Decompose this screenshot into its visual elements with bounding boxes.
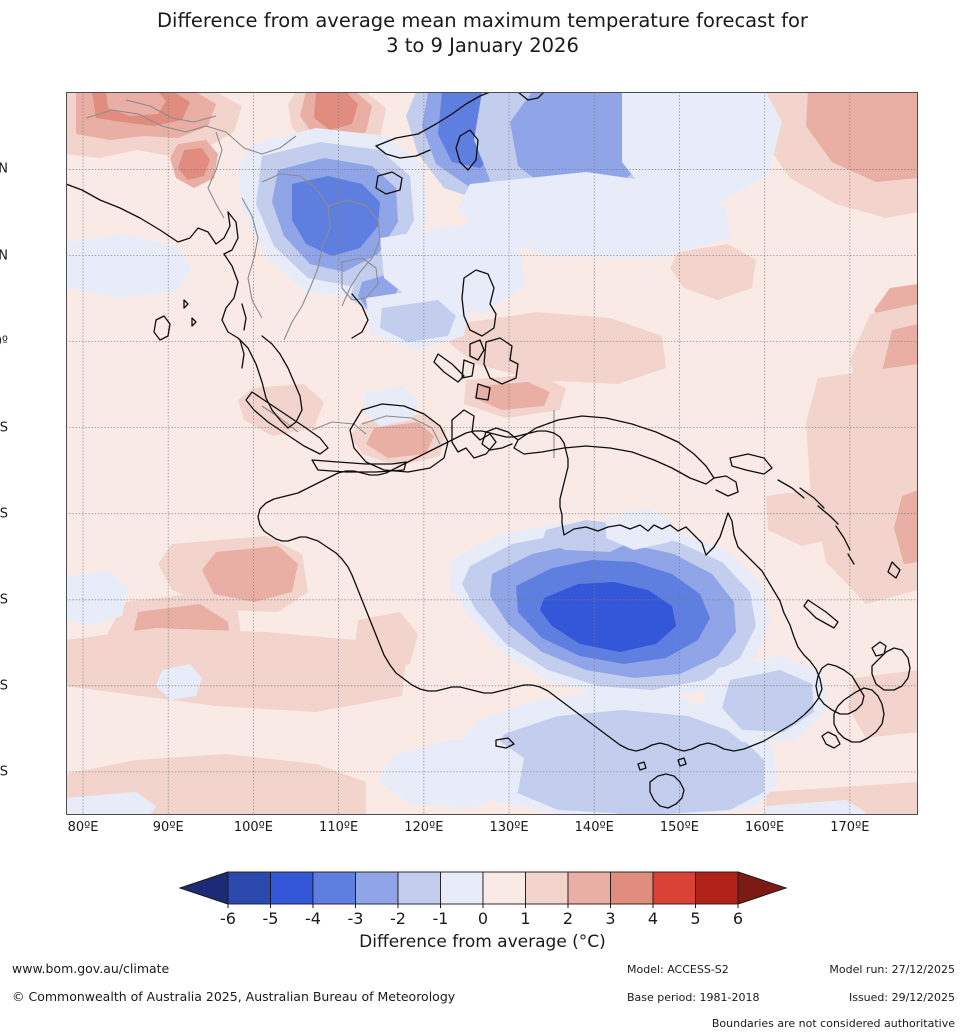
latitude-tick-label: 0º [0, 334, 8, 350]
longitude-tick-label: 120ºE [404, 820, 444, 835]
colorbar-tick-label: -4 [305, 909, 321, 928]
colorbar-tick-labels: -6 -5 -4 -3 -2 -1 0 1 2 3 4 5 6 [220, 904, 743, 928]
colorbar-tick-label: -5 [262, 909, 278, 928]
longitude-tick-label: 160ºE [745, 820, 785, 835]
footer-copyright: © Commonwealth of Australia 2025, Austra… [12, 989, 456, 1004]
colorbar-tick-label: 1 [520, 909, 530, 928]
colorbar-swatches [177, 871, 788, 905]
colorbar-segment [439, 871, 483, 905]
longitude-tick-label: 80ºE [67, 820, 99, 835]
longitude-tick-label: 130ºE [489, 820, 529, 835]
colorbar-over-arrow [737, 871, 788, 905]
coastlines [66, 92, 911, 809]
colorbar-segment [482, 871, 526, 905]
latitude-tick-label: 30°S [0, 592, 8, 608]
map-canvas [66, 92, 918, 815]
page-title-line-2: 3 to 9 January 2026 [386, 34, 579, 57]
colorbar-tick-label: -6 [220, 909, 236, 928]
colorbar-tick-label: 3 [605, 909, 615, 928]
colorbar-segment [652, 871, 696, 905]
latitude-tick-label: 10°N [0, 248, 8, 264]
country-borders [85, 99, 555, 458]
longitude-tick-label: 100ºE [233, 820, 274, 835]
colorbar-tick-label: -1 [432, 909, 448, 928]
cool-anomaly-contours [66, 92, 866, 815]
footer-issued: Issued: 29/12/2025 [848, 991, 955, 1004]
colorbar-tick-label: -3 [347, 909, 363, 928]
latitude-tick-label: 50°S [0, 764, 8, 780]
colorbar-tick-label: 5 [690, 909, 700, 928]
page-title: Difference from average mean maximum tem… [0, 8, 965, 58]
longitude-tick-label: 90ºE [152, 820, 184, 835]
colorbar-segment [609, 871, 653, 905]
colorbar-under-arrow [177, 871, 228, 905]
colorbar-title: Difference from average (°C) [359, 932, 606, 952]
colorbar-segment [397, 871, 441, 905]
latitude-tick-label: 20°S [0, 506, 8, 522]
colorbar-tick-label: 0 [477, 909, 487, 928]
latitude-tick-label: 10°S [0, 420, 8, 436]
colorbar-tick-label: 2 [562, 909, 572, 928]
longitude-tick-label: 110ºE [319, 820, 359, 835]
colorbar-canvas: -6 -5 -4 -3 -2 -1 0 1 2 3 4 5 6 [177, 871, 788, 928]
longitude-tick-label: 140ºE [574, 820, 614, 835]
colorbar-segment [354, 871, 398, 905]
warm-anomaly-contours [66, 92, 918, 815]
colorbar-tick-label: 4 [647, 909, 657, 928]
footer: www.bom.gov.au/climate © Commonwealth of… [0, 955, 965, 1035]
longitude-tick-label: 150ºE [659, 820, 700, 835]
latitude-tick-label: 40°S [0, 678, 8, 694]
colorbar-segment [524, 871, 568, 905]
longitude-tick-label: 170ºE [830, 820, 870, 835]
footer-model: Model: ACCESS-S2 [627, 963, 729, 976]
latitude-tick-label: 20°N [0, 161, 8, 177]
footer-base-period: Base period: 1981-2018 [627, 991, 760, 1004]
graticule [66, 92, 918, 815]
footer-website[interactable]: www.bom.gov.au/climate [12, 961, 170, 976]
anomaly-map [66, 92, 918, 815]
colorbar: -6 -5 -4 -3 -2 -1 0 1 2 3 4 5 6 [0, 870, 965, 930]
colorbar-tick-label: 6 [732, 909, 742, 928]
colorbar-segment [694, 871, 738, 905]
footer-boundaries-note: Boundaries are not considered authoritat… [711, 1017, 955, 1030]
colorbar-segment [269, 871, 313, 905]
colorbar-tick-label: -2 [390, 909, 406, 928]
colorbar-segment [312, 871, 356, 905]
colorbar-segment [227, 871, 271, 905]
page-title-line-1: Difference from average mean maximum tem… [157, 9, 808, 32]
colorbar-segment [567, 871, 611, 905]
footer-model-run: Model run: 27/12/2025 [829, 963, 955, 976]
